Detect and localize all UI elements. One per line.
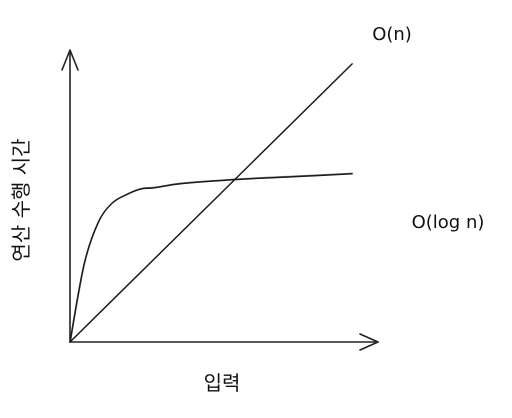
series-layer <box>69 62 354 343</box>
series-label-o-log-n: O(log n) <box>412 212 485 233</box>
y-axis-label: 연산 수행 시간 <box>9 138 33 261</box>
x-axis-label: 입력 <box>204 371 241 395</box>
series-line-o-n-sketch-stroke <box>70 62 354 342</box>
series-line-o-log-n <box>69 173 353 343</box>
y-axis-arrowhead <box>61 49 79 71</box>
axes <box>61 49 379 351</box>
series-line-o-log-n-sketch-stroke <box>70 172 353 342</box>
x-axis-arrowhead <box>359 333 379 351</box>
series-label-o-n: O(n) <box>372 24 412 45</box>
